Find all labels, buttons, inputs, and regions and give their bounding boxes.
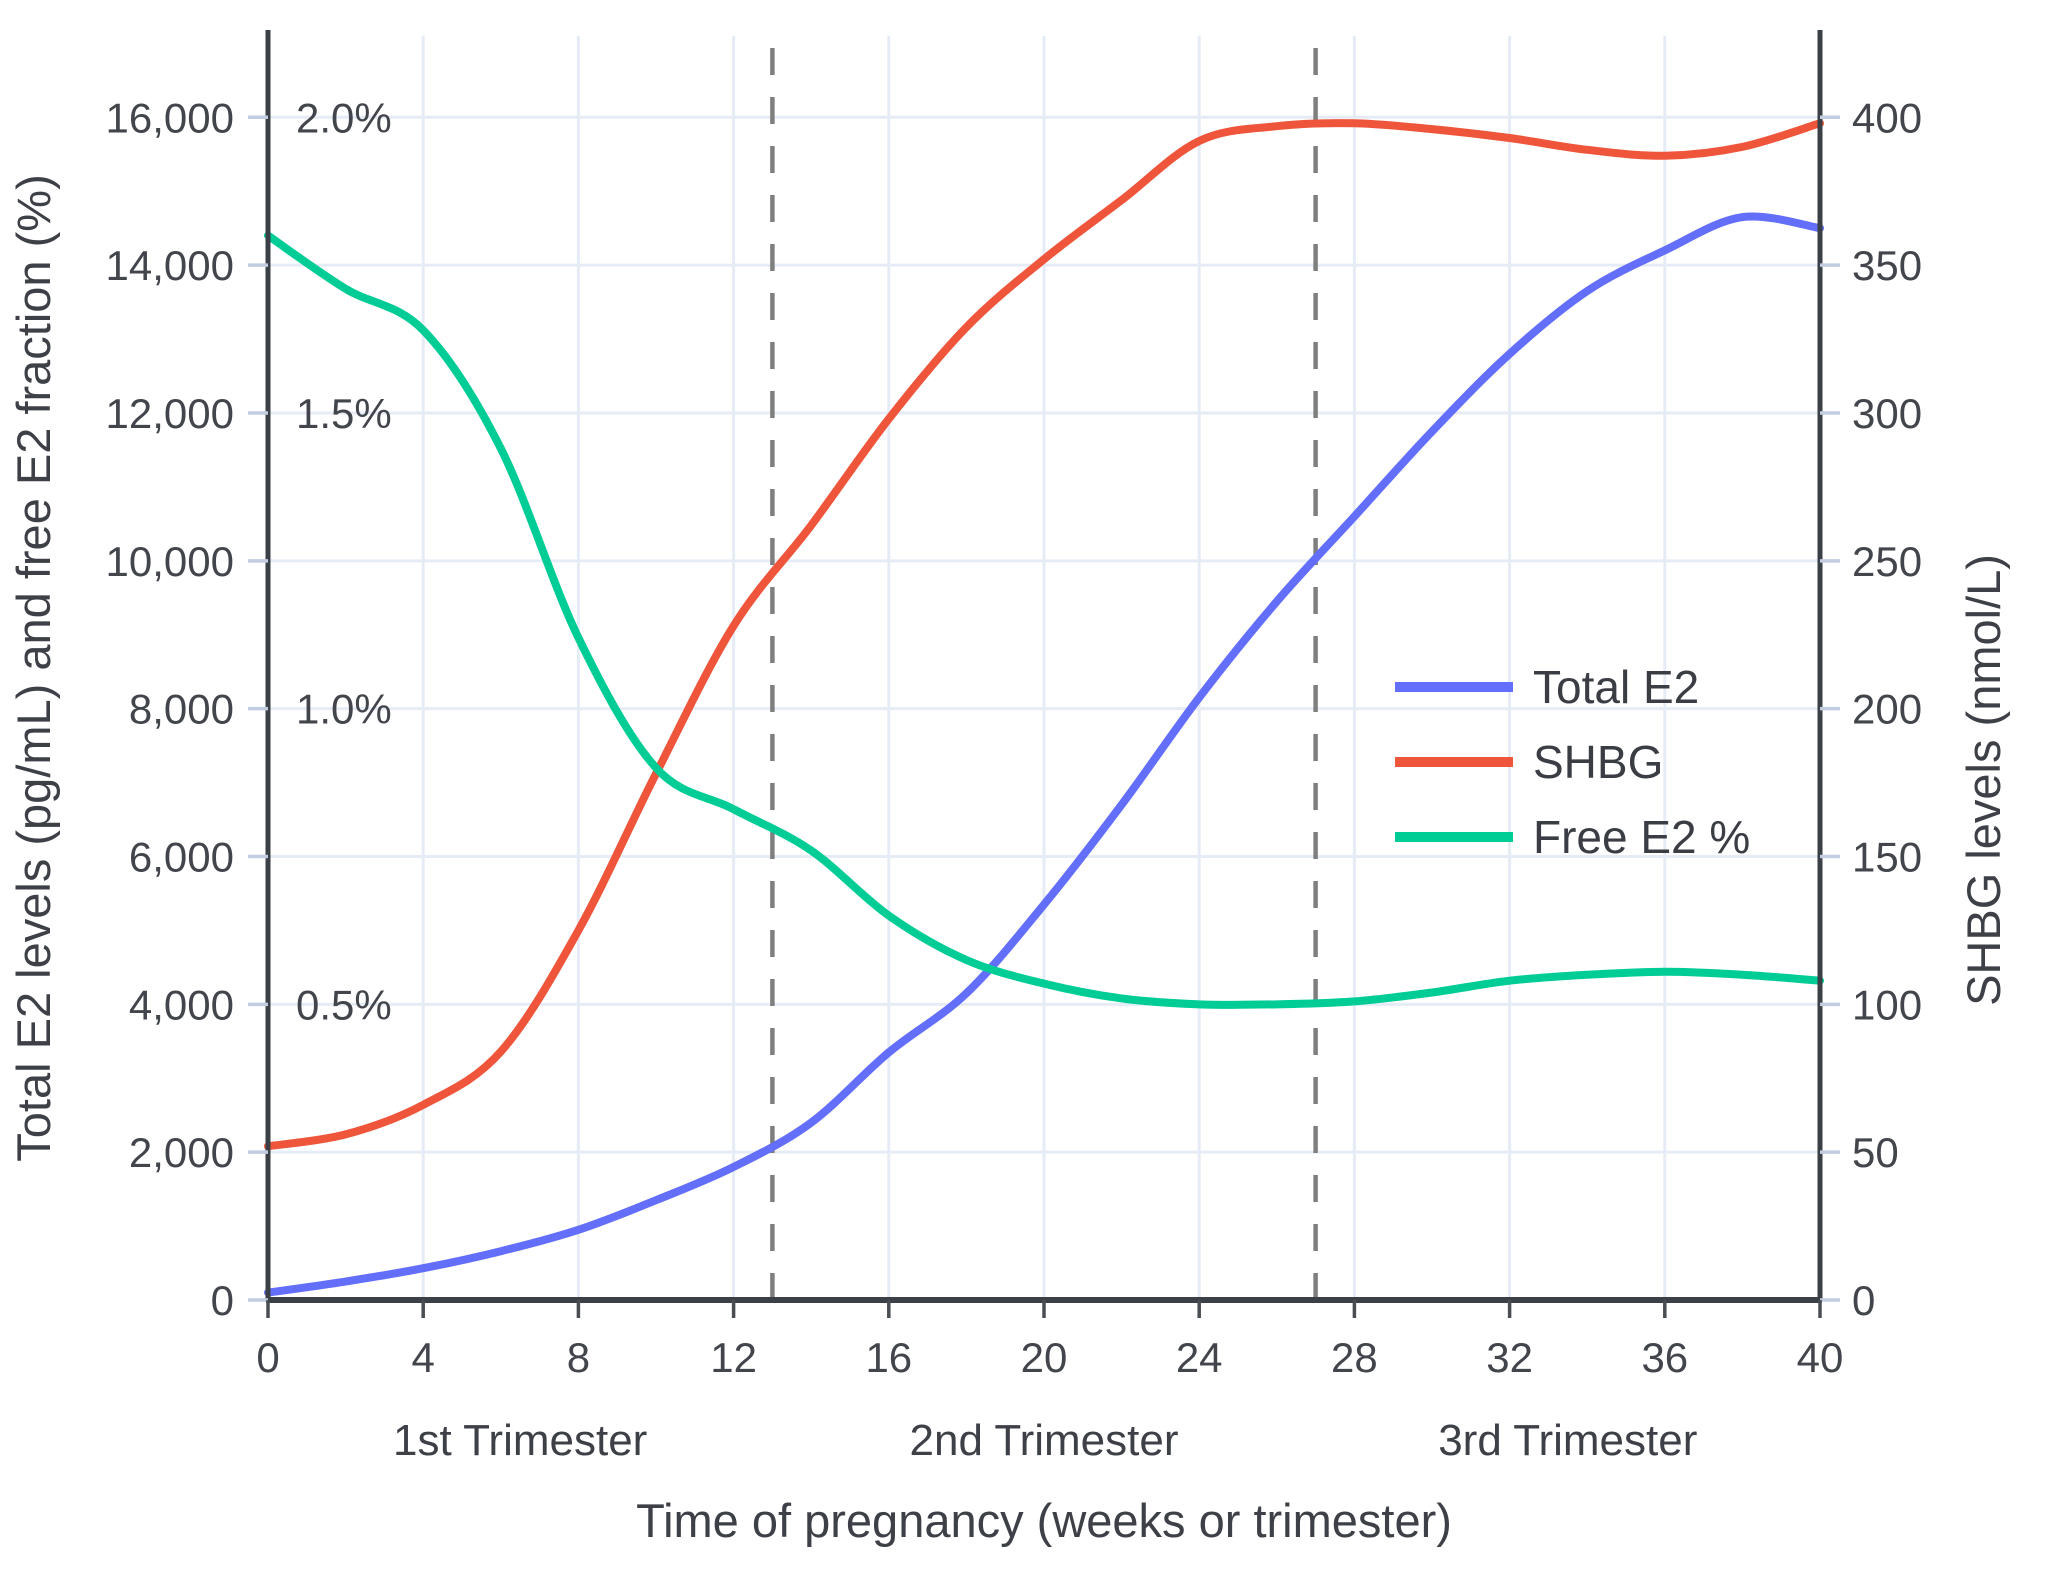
free-e2-percent-label: 1.0%: [296, 686, 392, 733]
axis-ticks: [248, 115, 1840, 1318]
trimester-divider-lines: [770, 36, 1318, 1300]
left-y-tick-label: 8,000: [129, 686, 234, 733]
legend-label: Free E2 %: [1533, 811, 1750, 863]
right-y-tick-label: 300: [1852, 390, 1922, 437]
x-tick-label: 40: [1797, 1334, 1844, 1381]
right-y-tick-label: 400: [1852, 94, 1922, 141]
left-y-tick-label: 16,000: [106, 94, 234, 141]
percent-annotations: 0.5% 1.0% 1.5% 2.0%: [296, 94, 392, 1028]
legend-label: Total E2: [1533, 661, 1699, 713]
series-line-shbg: [264, 119, 1824, 1151]
axis-tick-labels: 0 2,000 4,000 6,000 8,000 10,000 12,000 14,000 1…: [106, 94, 1923, 1381]
trimester-labels: 1st Trimester 2nd Trimester 3rd Trimester: [393, 1416, 1697, 1465]
right-y-tick-label: 350: [1852, 242, 1922, 289]
trimester-label: 2nd Trimester: [910, 1416, 1179, 1465]
left-y-tick-label: 6,000: [129, 833, 234, 880]
data-series-lines: [264, 119, 1824, 1297]
left-y-tick-label: 10,000: [106, 538, 234, 585]
x-tick-label: 8: [567, 1334, 590, 1381]
x-tick-label: 36: [1641, 1334, 1688, 1381]
left-y-tick-label: 2,000: [129, 1129, 234, 1176]
right-y-tick-label: 200: [1852, 686, 1922, 733]
legend: Total E2 SHBG Free E2 %: [1395, 661, 1750, 863]
right-y-tick-label: 100: [1852, 981, 1922, 1028]
x-tick-label: 28: [1331, 1334, 1378, 1381]
left-y-tick-label: 0: [211, 1277, 234, 1324]
trimester-label: 3rd Trimester: [1438, 1416, 1697, 1465]
x-tick-label: 24: [1176, 1334, 1223, 1381]
x-axis-title: Time of pregnancy (weeks or trimester): [636, 1494, 1452, 1547]
series-line-total-e2: [264, 212, 1824, 1297]
right-y-tick-label: 150: [1852, 833, 1922, 880]
x-tick-label: 12: [710, 1334, 757, 1381]
left-y-axis-title: Total E2 levels (pg/mL) and free E2 frac…: [7, 174, 60, 1161]
left-y-tick-label: 14,000: [106, 242, 234, 289]
left-y-tick-label: 12,000: [106, 390, 234, 437]
x-tick-label: 32: [1486, 1334, 1533, 1381]
x-tick-label: 4: [412, 1334, 435, 1381]
legend-label: SHBG: [1533, 736, 1663, 788]
trimester-label: 1st Trimester: [393, 1416, 647, 1465]
right-y-axis-title: SHBG levels (nmol/L): [1957, 554, 2010, 1006]
right-y-tick-label: 50: [1852, 1129, 1899, 1176]
gridlines: [268, 36, 1820, 1300]
free-e2-percent-label: 2.0%: [296, 94, 392, 141]
x-tick-label: 16: [865, 1334, 912, 1381]
x-tick-label: 20: [1021, 1334, 1068, 1381]
left-y-tick-label: 4,000: [129, 981, 234, 1028]
right-y-tick-label: 0: [1852, 1277, 1875, 1324]
series-line-free-e2-: [264, 231, 1824, 1009]
x-tick-label: 0: [256, 1334, 279, 1381]
right-y-tick-label: 250: [1852, 538, 1922, 585]
free-e2-percent-label: 0.5%: [296, 981, 392, 1028]
free-e2-percent-label: 1.5%: [296, 390, 392, 437]
